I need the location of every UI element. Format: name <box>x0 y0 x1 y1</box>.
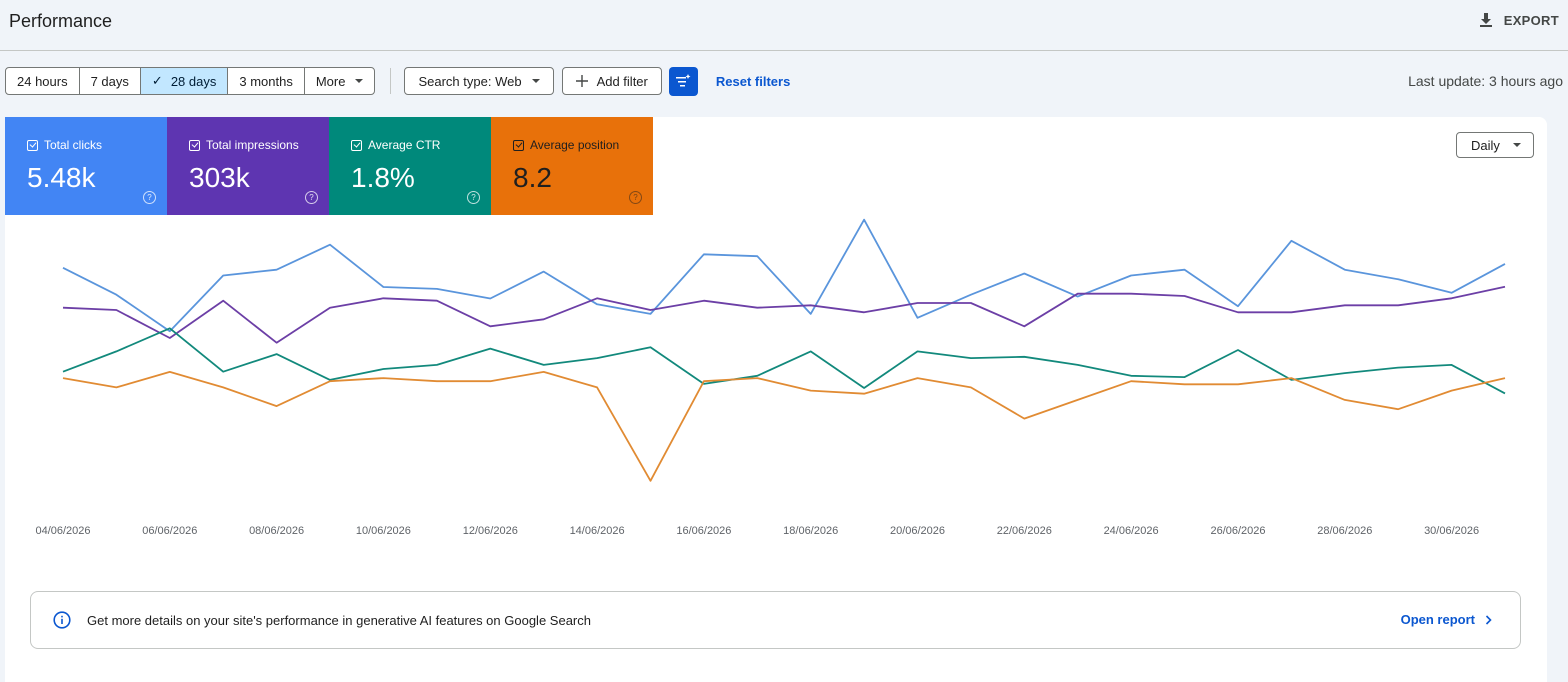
series-line-total-clicks <box>62 218 1506 333</box>
metric-value: 303k <box>189 162 250 193</box>
help-icon[interactable]: ? <box>467 191 480 204</box>
x-tick-label: 30/06/2026 <box>1424 525 1479 537</box>
x-tick-label: 20/06/2026 <box>890 525 945 537</box>
date-range-7-days[interactable]: 7 days <box>80 68 141 94</box>
date-range-3-months[interactable]: 3 months <box>228 68 305 94</box>
date-range-label: 24 hours <box>17 73 68 89</box>
metric-value: 5.48k <box>27 162 96 193</box>
date-range-label: 7 days <box>90 73 129 89</box>
add-filter-button[interactable]: Add filter <box>561 67 662 95</box>
filter-suggestions-button[interactable] <box>668 66 698 96</box>
banner-text: Get more details on your site's performa… <box>87 612 591 628</box>
date-range-label: 3 months <box>239 73 293 89</box>
check-icon: ✓ <box>151 73 163 88</box>
help-icon[interactable]: ? <box>305 191 318 204</box>
download-icon <box>1479 13 1492 27</box>
checkbox-icon <box>189 139 200 151</box>
toolbar-divider <box>390 68 392 94</box>
x-tick-label: 24/06/2026 <box>1104 525 1159 537</box>
series-line-average-position <box>62 370 1506 482</box>
performance-card: 04/06/2026 06/06/2026 08/06/2026 10/06/2026… <box>5 117 1547 682</box>
reset-filters-link[interactable]: Reset filters <box>715 73 791 89</box>
help-icon[interactable]: ? <box>629 191 642 204</box>
metric-label: Total impressions <box>206 138 299 152</box>
search-type-dropdown[interactable]: Search type: Web <box>404 67 554 95</box>
metric-total-clicks[interactable]: Total clicks 5.48k ? <box>5 117 167 215</box>
series-line-average-ctr <box>62 327 1506 395</box>
caret-down-icon <box>355 79 364 83</box>
date-range-28-days[interactable]: ✓ 28 days <box>140 68 229 94</box>
series-line-total-impressions <box>62 285 1506 344</box>
search-type-label: Search type: Web <box>418 73 522 89</box>
caret-down-icon <box>531 79 540 83</box>
chevron-right-icon <box>1485 614 1492 625</box>
x-tick-label: 10/06/2026 <box>356 525 411 537</box>
metric-average-position[interactable]: Average position 8.2 ? <box>491 117 653 215</box>
x-tick-label: 22/06/2026 <box>997 525 1052 537</box>
export-label: EXPORT <box>1503 12 1559 28</box>
help-icon[interactable]: ? <box>143 191 156 204</box>
x-tick-label: 18/06/2026 <box>783 525 838 537</box>
granularity-label: Daily <box>1471 137 1500 153</box>
x-tick-label: 26/06/2026 <box>1210 525 1265 537</box>
x-tick-label: 16/06/2026 <box>676 525 731 537</box>
metric-value: 1.8% <box>351 162 415 193</box>
info-icon <box>53 611 71 629</box>
x-tick-label: 08/06/2026 <box>249 525 304 537</box>
date-range-selector: 24 hours 7 days ✓ 28 days 3 months More <box>5 67 376 95</box>
checkbox-icon <box>513 139 524 151</box>
metric-label: Average CTR <box>368 138 441 152</box>
metric-label: Average position <box>530 138 620 152</box>
metric-label: Total clicks <box>44 138 103 152</box>
x-tick-label: 04/06/2026 <box>35 525 90 537</box>
metric-value: 8.2 <box>513 162 552 193</box>
metric-average-ctr[interactable]: Average CTR 1.8% ? <box>329 117 491 215</box>
date-range-more[interactable]: More <box>305 68 375 94</box>
x-tick-label: 12/06/2026 <box>463 525 518 537</box>
export-button[interactable]: EXPORT <box>1478 12 1559 28</box>
checkbox-icon <box>351 139 362 151</box>
page-title: Performance <box>9 11 113 31</box>
x-tick-label: 28/06/2026 <box>1317 525 1372 537</box>
filter-toolbar: 24 hours 7 days ✓ 28 days 3 months More S… <box>5 66 791 96</box>
x-tick-label: 14/06/2026 <box>570 525 625 537</box>
open-report-label: Open report <box>1400 612 1475 627</box>
performance-chart: 04/06/2026 06/06/2026 08/06/2026 10/06/2026… <box>35 218 1506 537</box>
metric-total-impressions[interactable]: Total impressions 303k ? <box>167 117 329 215</box>
date-range-label: 28 days <box>170 73 217 89</box>
granularity-dropdown[interactable]: Daily <box>1456 132 1534 158</box>
open-report-link[interactable]: Open report <box>1401 612 1492 627</box>
metric-tiles: Total clicks 5.48k ? Total impressions 3… <box>5 117 653 215</box>
plus-icon <box>575 75 588 87</box>
ai-features-banner: Get more details on your site's performa… <box>30 591 1521 649</box>
x-tick-label: 06/06/2026 <box>142 525 197 537</box>
date-range-24-hours[interactable]: 24 hours <box>6 68 80 94</box>
caret-down-icon <box>1512 143 1521 147</box>
date-range-label: More <box>315 73 346 89</box>
filter-sparkle-icon <box>676 74 691 87</box>
checkbox-icon <box>27 139 38 151</box>
page-header: Performance EXPORT <box>0 0 1568 51</box>
last-update-text: Last update: 3 hours ago <box>1408 73 1563 89</box>
add-filter-label: Add filter <box>596 73 648 89</box>
